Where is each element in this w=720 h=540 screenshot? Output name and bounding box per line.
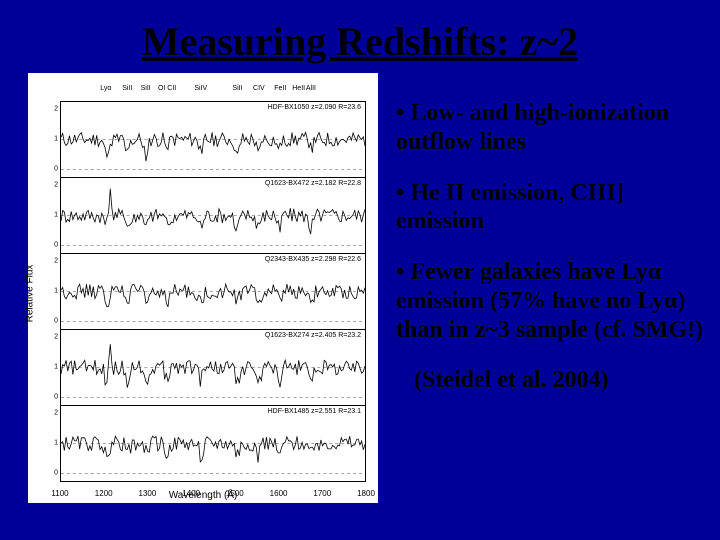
y-tick: 0 [54, 242, 58, 249]
x-tick: 1500 [226, 489, 244, 498]
y-tick: 0 [54, 470, 58, 477]
spectrum-panel: Q2343-BX435 z=2.298 R=22.6 [60, 253, 366, 330]
line-marker: AlII [306, 85, 316, 92]
spectrum-panel: Q1623-BX472 z=2.182 R=22.8 [60, 177, 366, 254]
line-marker: SiII [141, 85, 151, 92]
y-tick: 1 [54, 440, 58, 447]
line-marker: SiIV [194, 85, 207, 92]
y-ticks: 0 1 2 0 1 2 0 1 2 0 1 2 0 1 2 [48, 101, 58, 481]
line-marker: SiII [122, 85, 132, 92]
y-tick: 1 [54, 212, 58, 219]
line-marker: HeII [292, 85, 305, 92]
slide-title: Measuring Redshifts: z~2 [0, 0, 720, 73]
bullet-list: • Low- and high-ionization outflow lines… [378, 73, 710, 503]
x-tick: 1700 [313, 489, 331, 498]
y-tick: 2 [54, 105, 58, 112]
x-tick: 1200 [95, 489, 113, 498]
line-marker: CIV [253, 85, 265, 92]
line-markers: Lyα SiII SiII OI CII SiIV SiII CIV FeII HeIIAlII [60, 85, 366, 99]
x-tick: 1600 [270, 489, 288, 498]
panel-label: Q2343-BX435 z=2.298 R=22.6 [265, 256, 361, 263]
panel-label: Q1623-BX472 z=2.182 R=22.8 [265, 180, 361, 187]
y-tick: 1 [54, 364, 58, 371]
y-tick: 2 [54, 333, 58, 340]
spectra-figure: Relative Flux Wavelength (Å) LyαSiIISiII… [28, 73, 378, 503]
y-tick: 0 [54, 394, 58, 401]
line-marker: Lyα [100, 85, 111, 92]
spectra-panels: HDF-BX1050 z=2.090 R=23.6 Q1623-BX472 z=2… [60, 101, 366, 481]
content-row: Relative Flux Wavelength (Å) LyαSiIISiII… [0, 73, 720, 503]
y-tick: 0 [54, 318, 58, 325]
bullet-1: • Low- and high-ionization outflow lines [396, 99, 710, 157]
spectrum-panel: HDF-BX1050 z=2.090 R=23.6 [60, 101, 366, 178]
spectrum-panel: Q1623-BX274 z=2.405 R=23.2 [60, 329, 366, 406]
y-tick: 1 [54, 136, 58, 143]
panel-label: HDF-BX1050 z=2.090 R=23.6 [268, 104, 361, 111]
citation: (Steidel et al. 2004) [396, 367, 710, 394]
x-tick: 1800 [357, 489, 375, 498]
line-marker: SiII [232, 85, 242, 92]
x-tick: 1300 [139, 489, 157, 498]
bullet-3: • Fewer galaxies have Lyα emission (57% … [396, 258, 710, 344]
y-axis-label: Relative Flux [25, 265, 36, 323]
spectrum-panel: HDF-BX1485 z=2.551 R=23.1 [60, 405, 366, 482]
y-tick: 2 [54, 181, 58, 188]
panel-label: HDF-BX1485 z=2.551 R=23.1 [268, 408, 361, 415]
x-tick: 1400 [182, 489, 200, 498]
panel-label: Q1623-BX274 z=2.405 R=23.2 [265, 332, 361, 339]
y-tick: 0 [54, 166, 58, 173]
y-tick: 1 [54, 288, 58, 295]
x-tick: 1100 [51, 489, 68, 498]
y-tick: 2 [54, 409, 58, 416]
line-marker: OI CII [158, 85, 176, 92]
y-tick: 2 [54, 257, 58, 264]
bullet-2: • He II emission, CIII] emission [396, 179, 710, 237]
line-marker: FeII [274, 85, 286, 92]
